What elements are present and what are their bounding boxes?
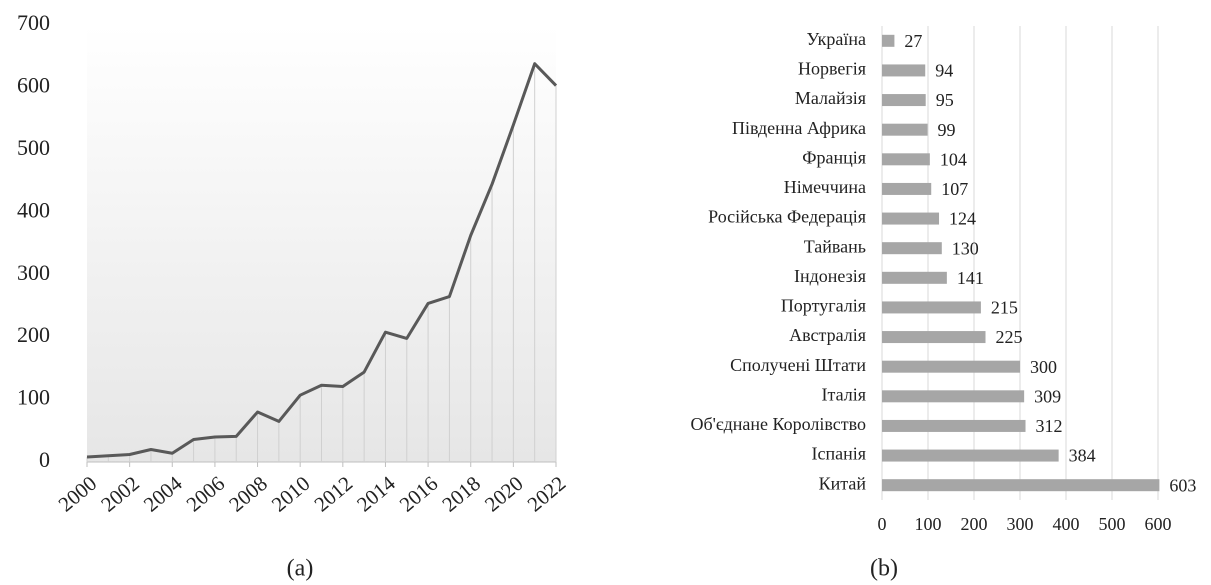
data-label: 94 [935,61,953,81]
x-tick-label: 200 [961,514,988,534]
data-label: 225 [996,327,1023,347]
x-tick-label: 2012 [310,471,358,516]
x-tick-label: 2004 [139,471,187,517]
y-tick-label: 300 [17,260,50,285]
data-label: 130 [952,238,979,258]
y-tick-label: 100 [17,385,50,410]
category-label: Іспанія [811,444,866,464]
category-label: Російська Федерація [708,207,866,227]
category-label: Португалія [781,296,866,316]
y-tick-label: 200 [17,322,50,347]
category-label: Франція [802,147,866,167]
bar [882,64,926,77]
x-tick-label: 400 [1053,514,1080,534]
caption: (b) [870,556,898,582]
bar [882,479,1160,492]
bar [882,212,940,225]
bar [882,94,926,107]
y-tick-label: 0 [39,447,50,472]
category-label: Сполучені Штати [730,355,866,375]
data-label: 99 [938,120,956,140]
x-tick-label: 2010 [267,471,315,516]
bar [882,331,986,344]
data-label: 95 [936,90,954,110]
category-label: Україна [806,29,866,49]
bar [882,123,928,136]
data-label: 141 [957,268,984,288]
caption: (a) [287,556,314,582]
data-label: 27 [904,31,922,51]
x-tick-label: 600 [1145,514,1172,534]
category-label: Італія [822,384,867,404]
bar [882,301,981,314]
category-label: Китай [819,473,867,493]
x-tick-label: 2014 [352,471,400,517]
x-tick-label: 2018 [437,471,485,516]
bar [882,182,932,195]
data-label: 603 [1169,475,1196,495]
x-tick-label: 2020 [480,471,528,516]
x-tick-label: 2016 [395,471,443,516]
category-label: Об'єднане Королівство [690,414,866,434]
y-tick-label: 500 [17,135,50,160]
category-label: Малайзія [795,88,866,108]
x-tick-label: 2000 [54,471,102,516]
y-tick-label: 700 [17,10,50,35]
data-label: 124 [949,209,976,229]
bar [882,360,1020,373]
data-label: 312 [1036,416,1063,436]
bar [882,34,895,47]
category-label: Австралія [789,325,866,345]
x-tick-label: 500 [1099,514,1126,534]
x-tick-label: 0 [878,514,887,534]
bar [882,419,1026,432]
x-tick-label: 2002 [96,471,144,516]
data-label: 215 [991,298,1018,318]
category-label: Індонезія [794,266,866,286]
data-label: 309 [1034,386,1061,406]
category-label: Норвегія [798,59,866,79]
x-tick-label: 2008 [224,471,272,516]
y-tick-label: 400 [17,197,50,222]
data-label: 300 [1030,357,1057,377]
category-label: Південна Африка [732,118,866,138]
bar [882,271,947,284]
data-label: 384 [1069,446,1096,466]
x-tick-label: 2006 [182,471,230,516]
data-label: 107 [941,179,968,199]
category-label: Німеччина [784,177,866,197]
bar [882,242,942,255]
bar [882,153,930,166]
category-label: Тайвань [804,236,866,256]
x-tick-label: 2022 [523,471,571,516]
y-tick-label: 600 [17,72,50,97]
data-label: 104 [940,149,967,169]
bar [882,390,1025,403]
x-tick-label: 100 [915,514,942,534]
bar [882,449,1059,462]
x-tick-label: 300 [1007,514,1034,534]
line [86,62,558,459]
